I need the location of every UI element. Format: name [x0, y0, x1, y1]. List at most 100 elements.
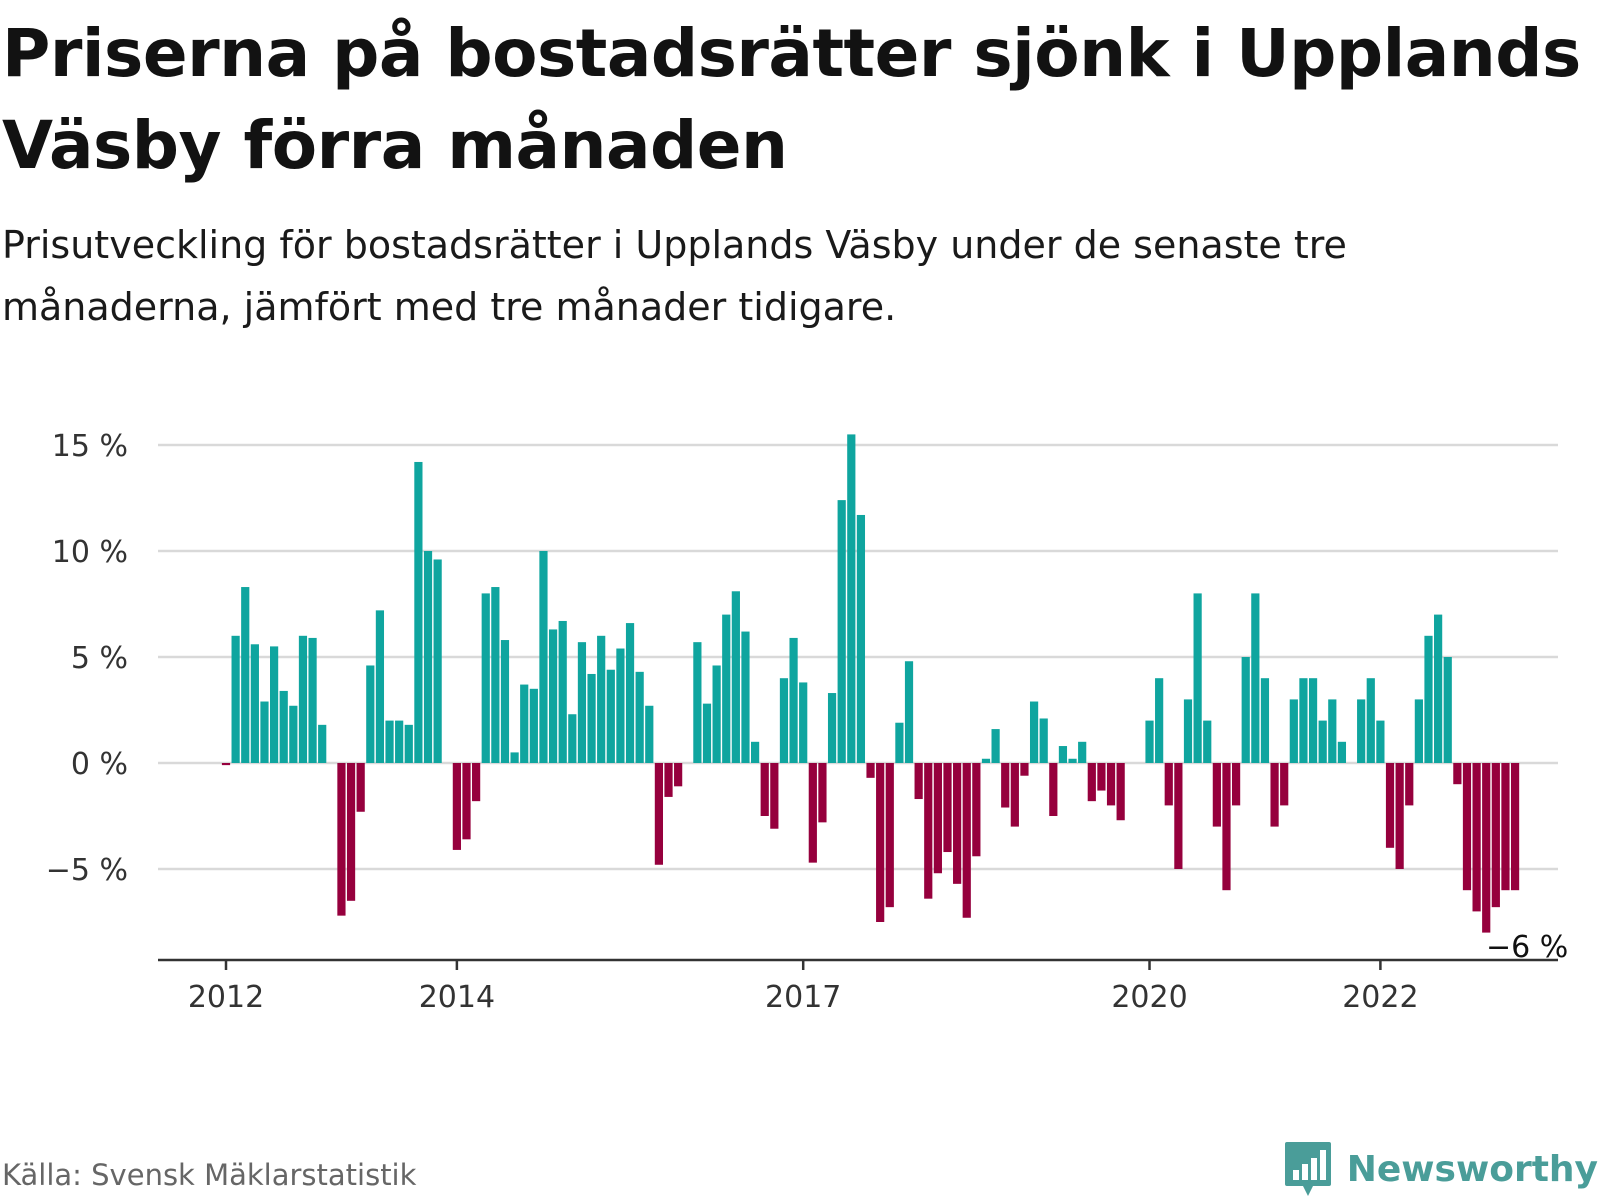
bar [298, 635, 308, 763]
bar [731, 591, 740, 763]
bar [587, 673, 596, 763]
bar [221, 763, 231, 766]
bar [1068, 758, 1077, 763]
x-tick-label: 2022 [1342, 980, 1418, 1015]
bar [933, 763, 942, 874]
bar-chart: 15 %10 %5 %0 %−5 % 2012 2014 2017 2020 2022 … [46, 429, 1568, 1015]
bar [866, 763, 875, 778]
bar [481, 593, 490, 763]
bar [1116, 763, 1125, 821]
bar [1299, 678, 1308, 763]
bar [943, 763, 952, 853]
bar [635, 671, 644, 763]
bar [904, 661, 914, 763]
bar [404, 724, 413, 763]
bar [837, 500, 846, 763]
bar [1443, 657, 1452, 763]
bar [279, 690, 288, 763]
bar [770, 763, 779, 829]
bar [981, 758, 991, 763]
bar [510, 752, 519, 763]
bar [664, 763, 673, 797]
bar [577, 642, 587, 763]
bar [702, 703, 712, 763]
bar [1395, 763, 1404, 869]
bar [385, 720, 394, 763]
bar [558, 620, 567, 763]
bar [1318, 720, 1327, 763]
bar [356, 763, 365, 812]
bar [1482, 763, 1491, 933]
bar [962, 763, 971, 918]
bar [645, 705, 654, 763]
bar [241, 587, 250, 763]
bar [1385, 763, 1395, 848]
bar [1424, 635, 1433, 763]
bar [1491, 763, 1500, 908]
bar [520, 684, 529, 763]
bar [1501, 763, 1510, 891]
bar [414, 461, 423, 763]
bar [1453, 763, 1462, 785]
bar [1405, 763, 1414, 806]
bar [741, 631, 750, 763]
bar [289, 705, 298, 763]
bar [606, 669, 615, 763]
bar [1183, 699, 1193, 763]
bar [260, 701, 269, 763]
bar [953, 763, 962, 884]
bar [674, 763, 683, 787]
bar [1164, 763, 1173, 806]
bar [529, 688, 538, 763]
bar [1434, 614, 1443, 763]
bar [1232, 763, 1241, 806]
bar [1337, 741, 1347, 763]
x-tick-label: 2020 [1111, 980, 1187, 1015]
bar [1001, 763, 1010, 808]
bar [1155, 678, 1164, 763]
bar [1260, 678, 1270, 763]
bar [1289, 699, 1298, 763]
bar [1462, 763, 1472, 891]
x-tick-label: 2014 [419, 980, 495, 1015]
bar [760, 763, 769, 816]
bar [346, 763, 356, 901]
bar [1193, 593, 1202, 763]
bar [597, 635, 606, 763]
bar [972, 763, 981, 857]
bar [500, 640, 510, 763]
y-tick-label: −5 % [46, 853, 128, 888]
bar [423, 551, 433, 763]
y-axis-ticks: 15 % 10 % 5 % 0 % −5 % [46, 429, 128, 888]
bar [1328, 699, 1337, 763]
bar [1203, 720, 1212, 763]
bar [779, 678, 789, 763]
bar [924, 763, 933, 899]
source-note: Källa: Svensk Mäklarstatistik [2, 1158, 417, 1192]
bar [1510, 763, 1520, 891]
bar [452, 763, 461, 850]
bar [799, 682, 808, 763]
bar [1058, 746, 1068, 763]
bar [462, 763, 471, 840]
bar [395, 720, 404, 763]
y-tick-label: 15 % [52, 429, 128, 464]
bar [1097, 763, 1106, 791]
bar [1280, 763, 1289, 806]
bar [625, 623, 635, 763]
bar [491, 587, 500, 763]
bar [1087, 763, 1096, 802]
chart-subtitle: Prisutveckling för bostadsrätter i Uppla… [2, 223, 1347, 329]
bar [366, 665, 375, 763]
bar [308, 637, 317, 763]
bar [1222, 763, 1231, 891]
bar [539, 551, 548, 763]
bar [1414, 699, 1423, 763]
bar [818, 763, 827, 823]
x-axis-ticks: 2012 2014 2017 2020 2022 [188, 960, 1419, 1015]
bar [231, 635, 240, 763]
bar [1078, 741, 1087, 763]
bar [876, 763, 885, 922]
bar [693, 642, 702, 763]
bars [221, 434, 1520, 933]
